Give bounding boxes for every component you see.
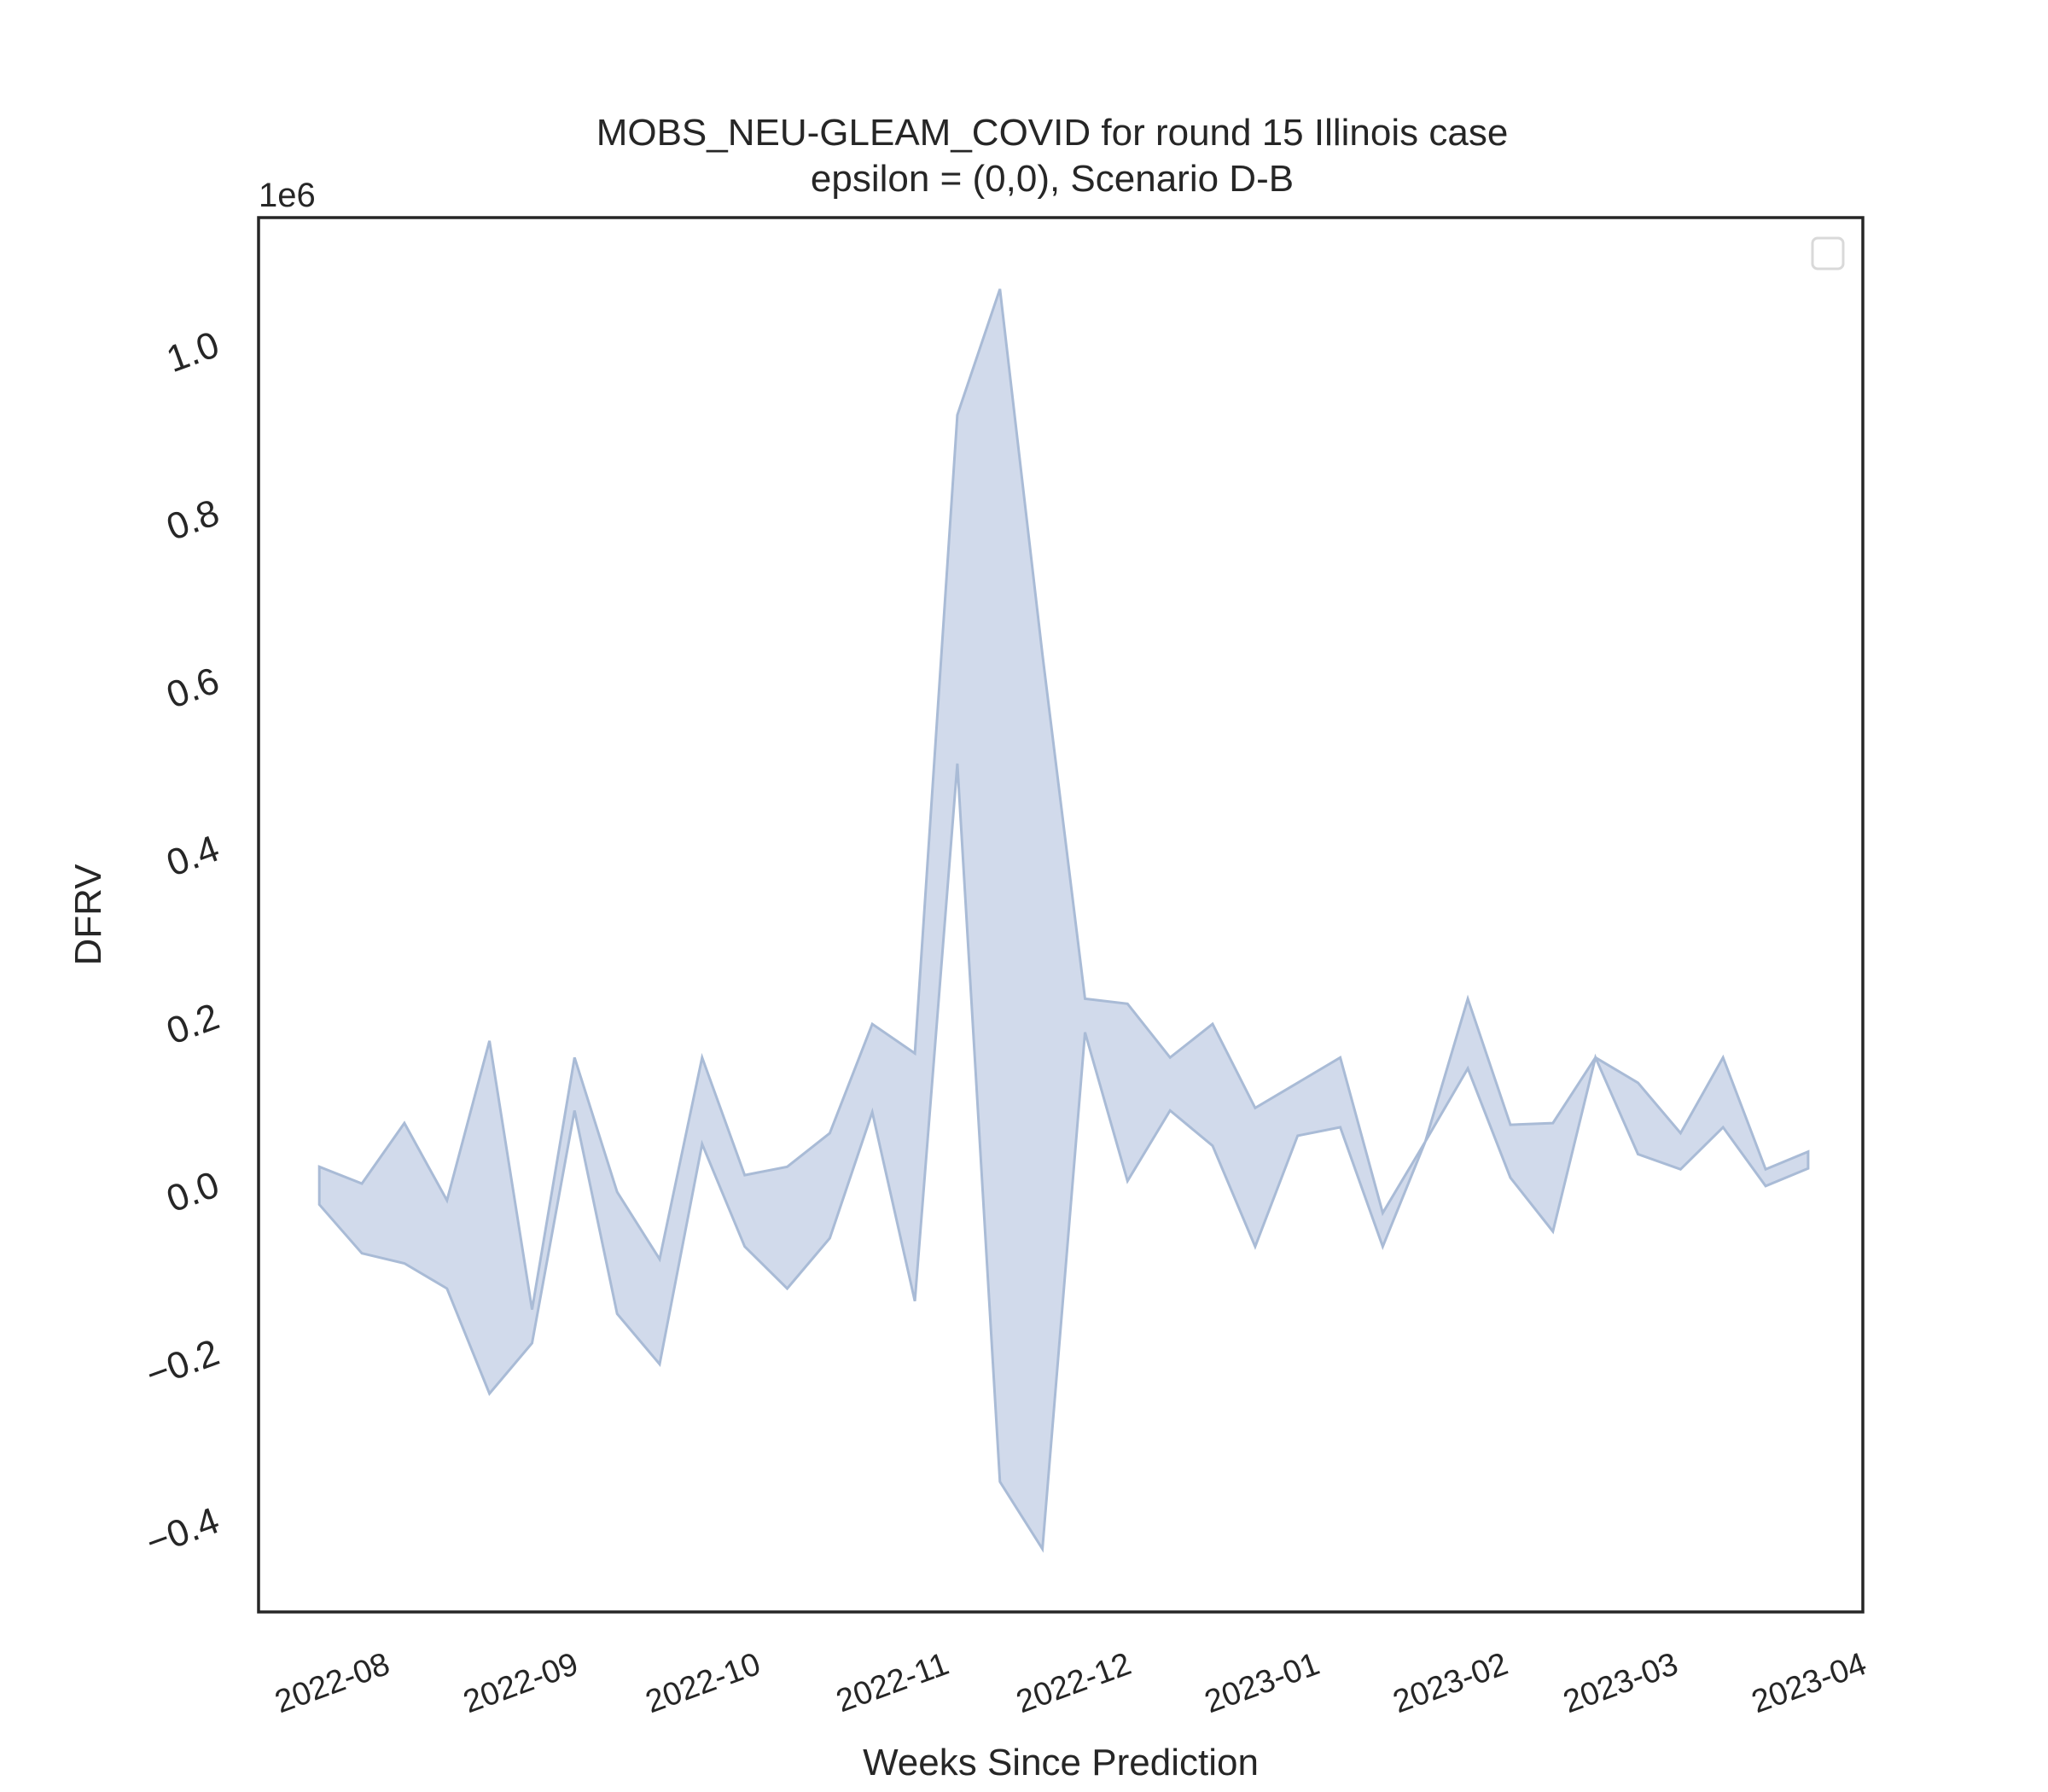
y-axis-multiplier: 1e6 [259,177,316,214]
chart-subtitle: epsilon = (0,0), Scenario D-B [811,158,1294,200]
chart-title: MOBS_NEU-GLEAM_COVID for round 15 Illino… [596,112,1509,154]
y-axis-label: DFRV [67,864,109,966]
y-tick-label: 0.6 [161,660,224,717]
legend-box [1811,236,1845,271]
x-tick-label: 2022-08 [271,1646,394,1720]
y-tick-label: 0.4 [161,828,224,885]
plot-frame [257,216,1865,1614]
y-tick-label: 0.2 [161,996,224,1053]
y-tick-label: 0.0 [161,1163,224,1220]
x-tick-label: 2022-09 [459,1646,583,1720]
y-tick-label: 1.0 [161,323,224,381]
y-tick-label: −0.2 [141,1331,224,1396]
x-tick-label: 2023-02 [1388,1646,1512,1720]
y-tick-label: −0.4 [141,1499,224,1564]
y-tick-labels: −0.4 −0.2 0.0 0.2 0.4 0.6 0.8 1.0 [141,323,224,1564]
x-axis-label: Weeks Since Prediction [863,1742,1259,1783]
x-tick-label: 2022-11 [832,1646,954,1719]
uncertainty-band-0 [317,288,1810,1553]
y-tick-label: 0.8 [161,492,224,549]
x-tick-label: 2022-10 [641,1646,765,1720]
x-tick-labels: 2022-08 2022-09 2022-10 2022-11 2022-12 2023-… [271,1646,1871,1720]
x-tick-label: 2023-01 [1200,1646,1324,1720]
band-layer [317,288,1810,1553]
x-tick-label: 2023-03 [1559,1646,1683,1720]
x-tick-label: 2022-12 [1012,1646,1136,1720]
x-tick-label: 2023-04 [1747,1646,1871,1720]
